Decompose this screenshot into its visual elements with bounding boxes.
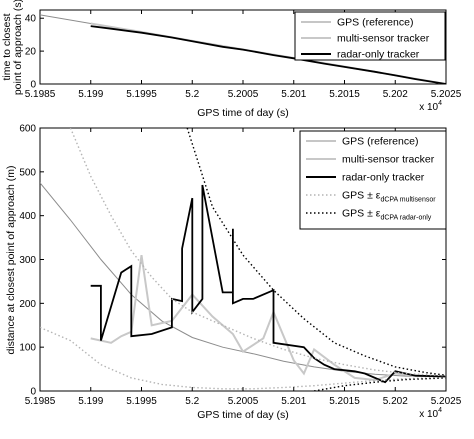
chart-1-ytick-label: 40	[25, 14, 37, 25]
chart-2-legend-label: radar-only tracker	[342, 172, 425, 184]
chart-2-series-3-line	[90, 184, 446, 384]
chart-2-x-axis-label: GPS time of day (s)	[197, 409, 289, 421]
chart-2-legend-label: GPS (reference)	[342, 136, 418, 148]
chart-1-legend-box	[294, 11, 446, 61]
chart-2-ytick-label: 200	[19, 299, 36, 310]
chart-1-x-multiplier: x 104	[419, 100, 442, 113]
chart-1-xtick-label: 5.2005	[228, 89, 259, 100]
chart-1-y-axis-label: time to closestpoint of approach (s)	[1, 0, 24, 95]
bottom-chart: 5.1985 5.199 5.1995 5.2 5.2005 5.201 5.2015 5.2…	[5, 124, 462, 422]
chart-2-legend-label: GPS ± εdCPA radar-only	[342, 208, 432, 222]
chart-1-xtick-label: 5.2015	[329, 89, 360, 100]
chart-1-legend: GPS (reference) multi-sensor tracker radar…	[294, 11, 446, 61]
chart-2-xtick-label: 5.201	[281, 396, 306, 407]
chart-2-x-multiplier: x 104	[419, 407, 442, 420]
chart-2-xtick-label: 5.199	[78, 396, 103, 407]
chart-2-xtick-label: 5.2015	[329, 396, 360, 407]
chart-2-ytick-label: 300	[19, 255, 36, 266]
chart-2-ytick-label: 100	[19, 343, 36, 354]
chart-2-xtick-label: 5.1985	[25, 396, 56, 407]
chart-2-series-2-line	[90, 254, 446, 382]
chart-1-xtick-label: 5.1995	[126, 89, 157, 100]
chart-2-ytick-label: 500	[19, 167, 36, 178]
chart-1-xtick-label: 5.202	[383, 89, 408, 100]
chart-2-series-1-line	[40, 182, 446, 377]
chart-2-y-axis-label: distance at closest point of approach (m…	[5, 165, 17, 354]
chart-2-ytick-label: 400	[19, 211, 36, 222]
chart-1-xtick-label: 5.1985	[25, 89, 56, 100]
chart-1-xtick-label: 5.2025	[431, 89, 462, 100]
chart-2-ytick-label: 0	[30, 387, 36, 398]
chart-2-series-5-line	[40, 326, 446, 390]
chart-2-legend-label: multi-sensor tracker	[342, 154, 435, 166]
chart-1-xtick-label: 5.201	[281, 89, 306, 100]
chart-1-ytick-label: 20	[25, 47, 37, 58]
chart-1-legend-label: multi-sensor tracker	[337, 33, 430, 45]
chart-1-x-axis-label: GPS time of day (s)	[197, 107, 289, 119]
chart-2-xtick-label: 5.2025	[431, 396, 462, 407]
chart-1-xtick-label: 5.2	[185, 89, 199, 100]
top-chart: 5.1985 5.199 5.1995 5.2 5.2005 5.201 5.2015 5.2…	[1, 0, 462, 119]
chart-2-legend-label: GPS ± εdCPA multisensor	[342, 190, 436, 204]
chart-1-legend-label: GPS (reference)	[337, 17, 413, 29]
chart-1-xtick-label: 5.199	[78, 89, 103, 100]
chart-1-series-3-line	[90, 25, 446, 84]
chart-1-legend-label: radar-only tracker	[337, 49, 420, 61]
chart-2-legend: GPS (reference) multi-sensor tracker radar…	[299, 130, 447, 230]
chart-2-xtick-label: 5.2005	[228, 396, 259, 407]
chart-2-xtick-label: 5.1995	[126, 396, 157, 407]
chart-2-ytick-label: 600	[19, 124, 36, 135]
chart-1-ytick-label: 0	[30, 80, 36, 91]
chart-2-series-7-line	[313, 377, 446, 391]
chart-2-xtick-label: 5.202	[383, 396, 408, 407]
chart-2-legend-box	[299, 130, 447, 230]
chart-2-xtick-label: 5.2	[185, 396, 199, 407]
